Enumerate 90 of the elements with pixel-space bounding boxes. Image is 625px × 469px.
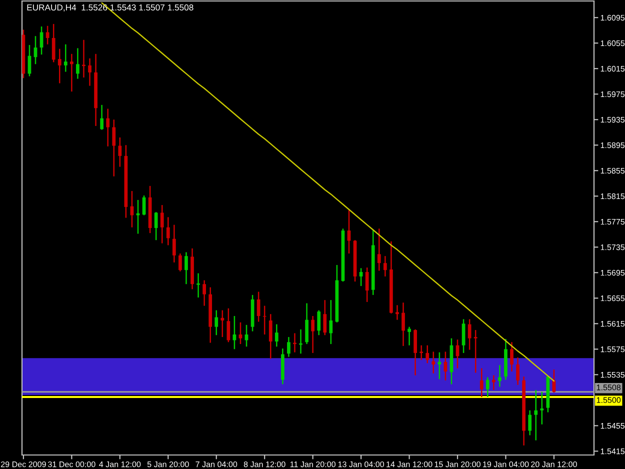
y-tick-label: 1.5975: [600, 91, 625, 98]
x-tick-label: 5 Jan 20:00: [147, 461, 189, 468]
candlestick: [268, 313, 272, 360]
y-tick-label: 1.5415: [600, 448, 625, 454]
candlestick: [118, 136, 122, 168]
candlestick: [474, 329, 478, 374]
x-tick-label: 14 Jan 12:00: [386, 461, 432, 468]
candlestick: [414, 328, 417, 376]
candlestick: [516, 356, 520, 386]
candlestick: [528, 410, 532, 436]
candlestick: [40, 26, 44, 56]
candlestick: [347, 210, 351, 254]
candlestick: [498, 364, 502, 388]
candlestick: [220, 310, 224, 338]
candlestick: [256, 291, 260, 322]
candlestick: [540, 391, 544, 426]
x-tick-label: 11 Jan 20:00: [290, 461, 336, 468]
candlestick: [160, 204, 164, 244]
candlestick: [408, 326, 411, 346]
candlestick: [178, 252, 182, 272]
y-tick-label: 1.5775: [600, 219, 625, 225]
x-tick-label: 13 Jan 04:00: [338, 461, 384, 468]
y-tick-label: 1.5615: [600, 320, 625, 327]
candlestick: [432, 351, 436, 374]
candlestick: [100, 104, 104, 130]
y-tick-label: 1.5935: [600, 116, 625, 123]
x-tick-label: 31 Dec 00:00: [48, 461, 96, 468]
candlestick: [329, 299, 333, 345]
x-tick-label: 8 Jan 12:00: [244, 461, 286, 468]
candlestick: [166, 216, 170, 246]
candlestick: [196, 272, 200, 298]
candlestick: [52, 23, 56, 63]
y-tick-label: 1.5695: [600, 270, 625, 276]
candlestick: [287, 336, 290, 358]
candlestick: [365, 266, 369, 303]
candlestick: [226, 308, 230, 343]
candlestick: [377, 228, 381, 272]
ref-line-label: 1.5500: [596, 397, 621, 403]
candlestick: [402, 302, 405, 347]
candlestick: [305, 302, 308, 345]
candlestick: [70, 53, 74, 92]
candlestick: [510, 342, 514, 372]
candlestick: [88, 58, 92, 86]
y-tick-label: 1.6015: [600, 66, 625, 72]
candlestick: [396, 304, 399, 320]
y-tick-label: 1.5655: [600, 295, 625, 302]
candlestick: [486, 376, 490, 398]
candlestick: [311, 315, 315, 354]
y-tick-label: 1.5455: [600, 423, 625, 429]
y-tick-label: 1.5895: [600, 142, 625, 148]
candlestick: [383, 255, 387, 278]
y-tick-label: 1.6055: [600, 40, 625, 46]
candlestick: [462, 318, 466, 354]
candlestick: [480, 368, 484, 398]
candlestick: [202, 280, 206, 306]
x-tick-label: 19 Jan 04:00: [483, 461, 529, 468]
y-tick-label: 1.5535: [600, 372, 625, 378]
candlestick: [492, 374, 496, 391]
y-tick-label: 1.6095: [600, 14, 625, 21]
candlestick: [106, 108, 110, 148]
candlestick: [274, 324, 278, 348]
candlestick: [468, 318, 472, 350]
x-tick-label: 20 Jan 12:00: [531, 461, 577, 468]
candlestick: [426, 344, 430, 364]
candlestick: [58, 48, 62, 84]
y-tick-label: 1.5815: [600, 193, 625, 200]
candlestick: [112, 118, 116, 177]
candlestick: [172, 224, 176, 264]
x-tick-label: 15 Jan 20:00: [434, 461, 480, 468]
x-tick-label: 4 Jan 12:00: [99, 461, 141, 468]
candlestick: [154, 211, 158, 241]
candlestick: [420, 344, 424, 361]
x-tick-label: 7 Jan 04:00: [196, 461, 238, 468]
y-tick-label: 1.5575: [600, 346, 625, 352]
candlestick: [317, 310, 321, 336]
y-tick-label: 1.5855: [600, 168, 625, 174]
candlestick: [214, 310, 218, 336]
candlestick: [438, 352, 442, 380]
candlestick: [359, 268, 363, 287]
candlestick: [323, 299, 327, 336]
x-tick-label: 29 Dec 2009: [1, 461, 46, 468]
candlestick: [64, 44, 68, 72]
ref-line-label: 1.5508: [596, 384, 621, 390]
candlestick: [46, 25, 50, 45]
candlestick: [238, 322, 242, 345]
candlestick: [534, 389, 538, 441]
y-tick-label: 1.5735: [600, 244, 625, 250]
candlestick: [76, 48, 80, 80]
candlestick: [184, 252, 188, 285]
chart-title: EURAUD,H4 1.5526 1.5543 1.5507 1.5508: [27, 4, 194, 12]
